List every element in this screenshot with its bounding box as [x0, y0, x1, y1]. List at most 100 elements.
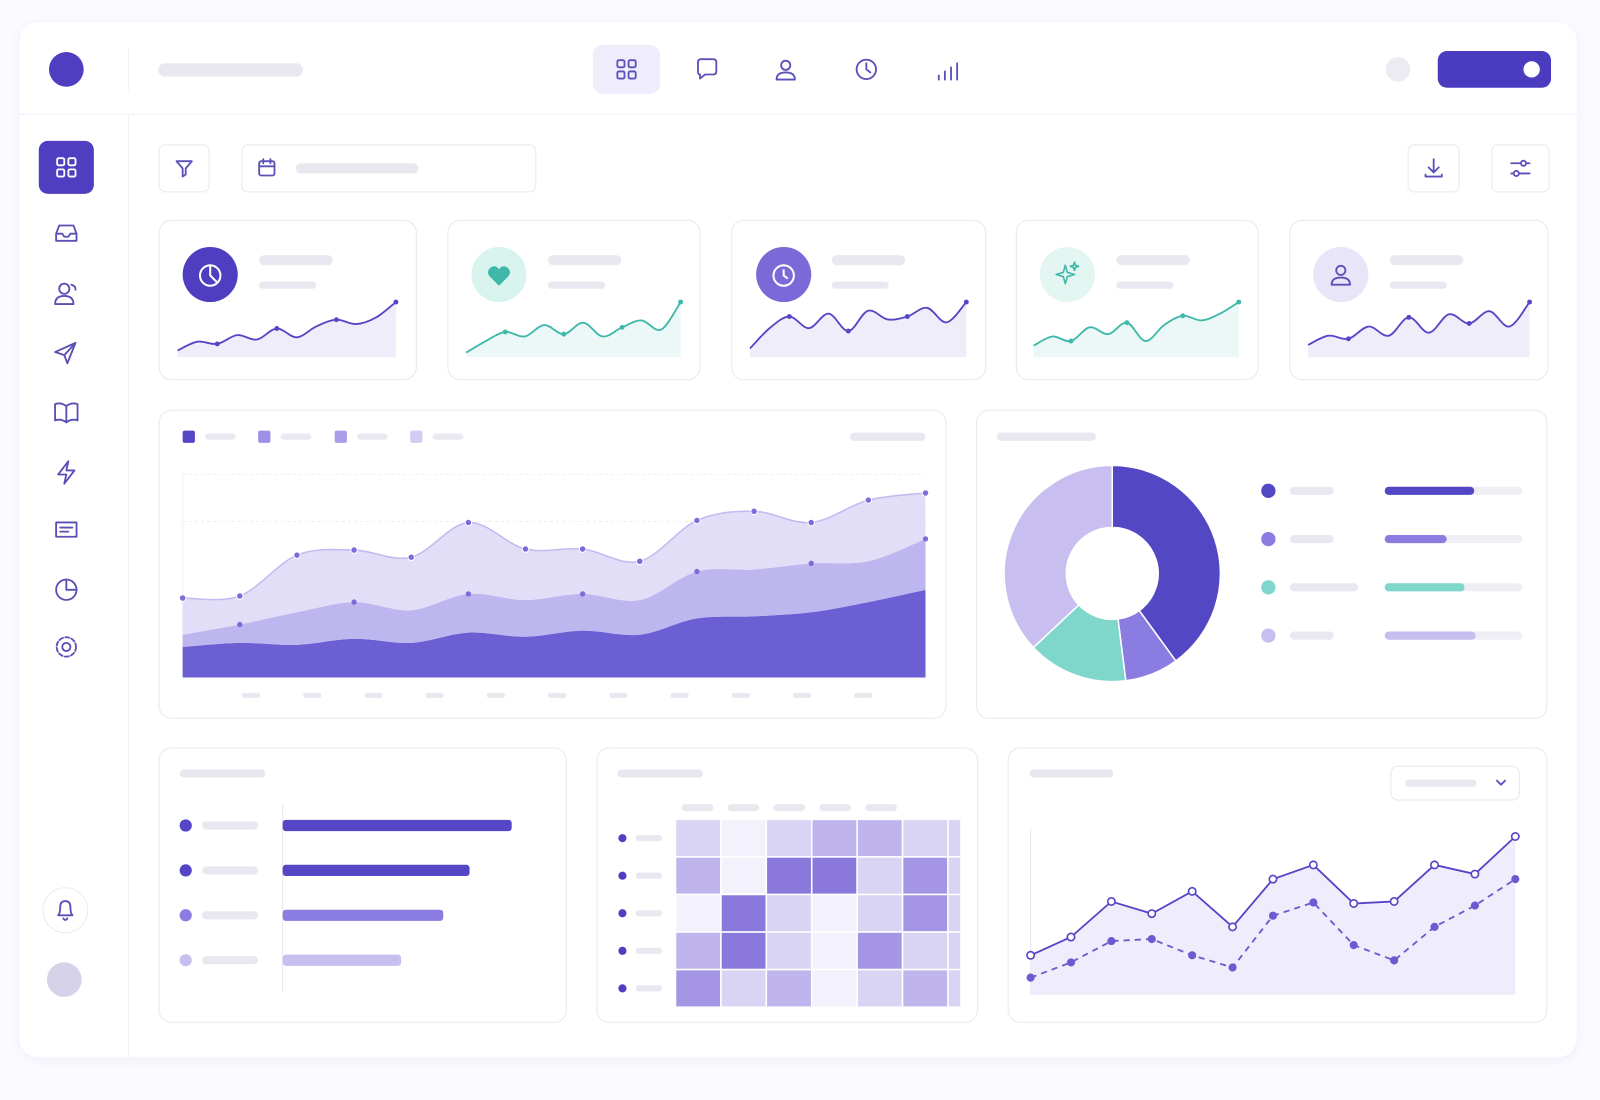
progress-bar — [1384, 535, 1447, 544]
status-dot[interactable] — [1385, 57, 1411, 82]
row-dot — [618, 834, 627, 843]
heatmap-cell — [720, 968, 768, 1008]
nav-profile[interactable] — [775, 59, 796, 81]
heatmap-cell — [947, 856, 961, 896]
line-point — [1389, 896, 1399, 906]
sidebar-inbox[interactable] — [55, 224, 78, 242]
card-title-placeholder — [617, 769, 704, 778]
area-point — [921, 489, 930, 497]
sparkline-point — [274, 326, 280, 331]
dropdown-chevron — [1496, 779, 1507, 786]
heatmap-cell — [947, 931, 961, 971]
sidebar-actions[interactable] — [57, 460, 76, 485]
sparkline-point — [1236, 299, 1242, 305]
line-point — [1147, 934, 1156, 944]
bar — [282, 954, 402, 966]
line-point — [1026, 950, 1036, 960]
notification-button[interactable] — [42, 887, 89, 934]
heatmap-cell — [901, 856, 949, 896]
area-band — [182, 538, 926, 647]
bar-dot — [179, 864, 192, 877]
sparkline-point — [619, 324, 625, 330]
download-icon — [1424, 158, 1443, 178]
line-point — [1228, 922, 1238, 932]
donut-slice — [1003, 464, 1114, 649]
heatmap-cell — [765, 819, 813, 858]
line-point — [1511, 875, 1520, 884]
legend-placeholder — [432, 433, 464, 440]
nav-stats[interactable] — [937, 62, 959, 81]
heatmap-cell — [720, 931, 768, 971]
dropdown-placeholder — [1405, 779, 1477, 787]
heatmap-cell — [810, 856, 858, 896]
logo[interactable] — [48, 52, 84, 87]
area-point — [351, 599, 357, 605]
placeholder — [854, 692, 873, 698]
area-legend — [182, 430, 926, 443]
heatmap-cell — [901, 968, 949, 1008]
heatmap-cell — [947, 819, 961, 858]
toggle-button[interactable] — [1437, 51, 1552, 88]
heatmap-cell — [901, 819, 949, 858]
area-point — [521, 545, 530, 553]
area-point — [808, 560, 814, 566]
sidebar-users[interactable] — [54, 282, 77, 305]
heatmap-cell — [675, 968, 722, 1008]
legend-dot — [1261, 531, 1276, 547]
sparkline-point — [786, 314, 792, 319]
heatmap-cell — [856, 931, 904, 971]
settings-button[interactable] — [1491, 144, 1550, 193]
heatmap-cell — [901, 931, 949, 971]
line-point — [1308, 860, 1318, 870]
placeholder — [1116, 255, 1190, 266]
legend-placeholder — [205, 433, 236, 440]
placeholder — [1289, 486, 1334, 495]
area-point — [864, 496, 873, 504]
sparkline-point — [1124, 320, 1130, 326]
area-point — [464, 518, 473, 527]
date-placeholder — [295, 163, 419, 174]
bar — [282, 864, 470, 877]
nav-history[interactable] — [855, 58, 877, 80]
area-point — [580, 591, 586, 597]
sidebar-comments[interactable] — [55, 521, 78, 538]
area-point — [636, 557, 644, 566]
sidebar-active[interactable] — [38, 140, 94, 194]
bar — [282, 819, 512, 832]
nav-dashboard[interactable] — [616, 59, 637, 80]
sparkline-point — [904, 314, 910, 319]
stat-icon — [1039, 246, 1095, 303]
line-point — [1268, 874, 1278, 884]
sidebar-reports[interactable] — [55, 578, 78, 601]
placeholder — [202, 866, 259, 875]
line-point — [1066, 932, 1076, 942]
sidebar-settings[interactable] — [55, 636, 77, 658]
filter-button[interactable] — [158, 144, 210, 193]
card-title-placeholder — [1029, 769, 1114, 778]
area-point — [694, 568, 700, 575]
legend-placeholder — [357, 433, 388, 440]
heatmap-cell — [720, 856, 768, 896]
sparkline-area — [1308, 302, 1530, 358]
line-point — [1268, 911, 1278, 920]
user-avatar[interactable] — [46, 962, 82, 997]
sidebar-docs[interactable] — [54, 402, 79, 424]
calendar-icon — [258, 158, 276, 177]
heatmap-cell — [765, 856, 813, 896]
placeholder — [1389, 281, 1447, 289]
placeholder — [202, 911, 259, 920]
sparkline-area — [466, 302, 681, 358]
donut-slice — [1111, 464, 1222, 663]
sidebar-send[interactable] — [54, 341, 77, 365]
toggle-knob — [1523, 61, 1540, 78]
line-point — [1228, 963, 1237, 972]
nav-messages[interactable] — [697, 58, 718, 80]
area-point — [237, 621, 243, 628]
placeholder — [635, 947, 663, 954]
placeholder — [259, 281, 317, 289]
sparkle-icon — [1055, 261, 1080, 285]
area-band — [182, 492, 926, 635]
row-dot — [618, 871, 627, 880]
placeholder — [486, 692, 506, 698]
